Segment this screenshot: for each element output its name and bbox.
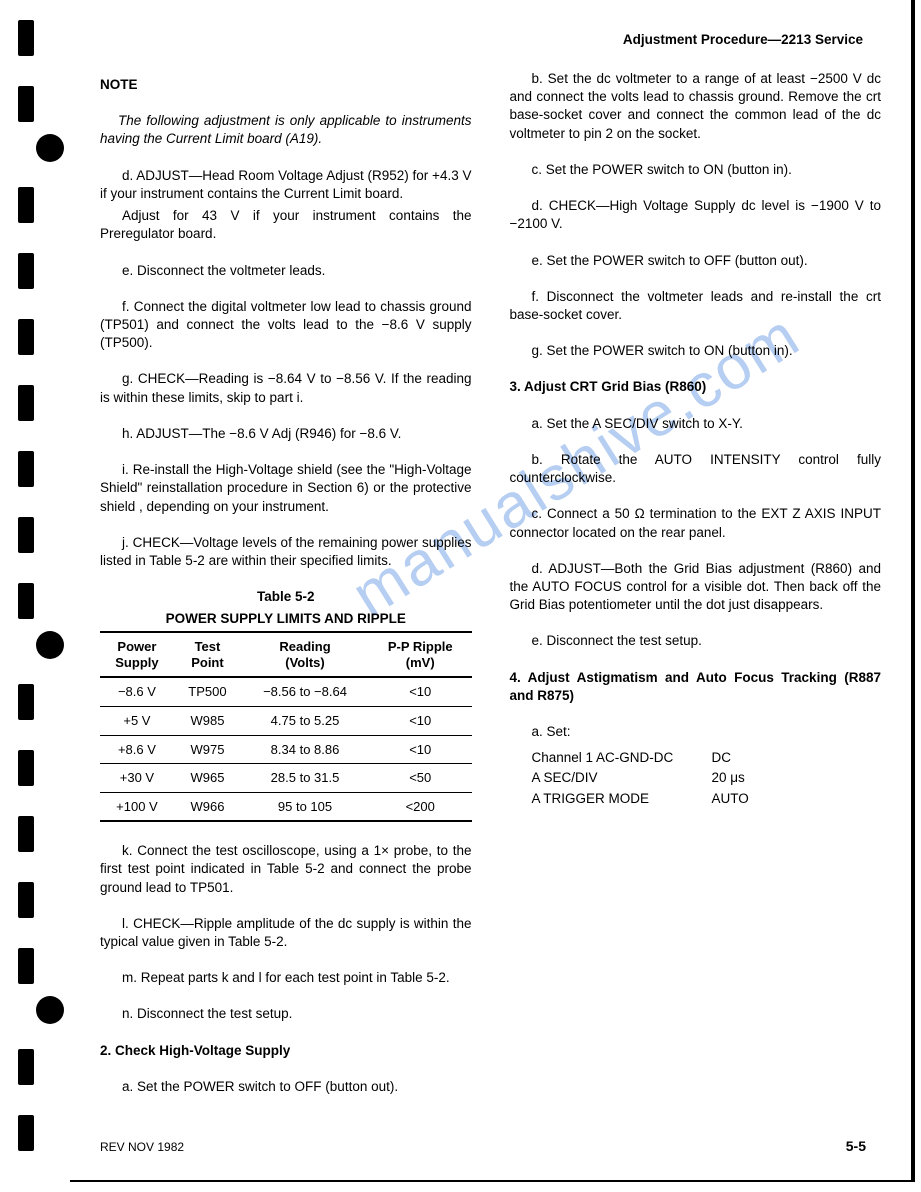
binding-mark — [18, 882, 34, 918]
col-head: P-P Ripple(mV) — [369, 632, 472, 677]
table-row: +8.6 VW9758.34 to 8.86<10 — [100, 735, 472, 764]
binding-mark — [18, 1049, 34, 1085]
right-page-rule — [911, 0, 915, 1180]
section-2-head: 2. Check High-Voltage Supply — [100, 1042, 472, 1060]
binding-dot — [36, 631, 64, 659]
s3-a: a. Set the A SEC/DIV switch to X-Y. — [510, 415, 882, 433]
s2-g: g. Set the POWER switch to ON (button in… — [510, 342, 882, 360]
page-header: Adjustment Procedure—2213 Service — [623, 32, 863, 47]
table-cell: W966 — [174, 792, 241, 821]
table-row: +100 VW96695 to 105<200 — [100, 792, 472, 821]
footer-page-number: 5-5 — [846, 1138, 866, 1154]
table-cell: +30 V — [100, 764, 174, 793]
binding-mark — [18, 20, 34, 56]
table-cell: <10 — [369, 735, 472, 764]
bottom-page-rule — [70, 1180, 915, 1182]
table-cell: <50 — [369, 764, 472, 793]
setting-row: A SEC/DIV20 μs — [532, 769, 882, 787]
binding-marks — [8, 20, 58, 1162]
s3-b: b. Rotate the AUTO INTENSITY control ful… — [510, 451, 882, 487]
page: Adjustment Procedure—2213 Service manual… — [0, 0, 921, 1192]
s2-f: f. Disconnect the voltmeter leads and re… — [510, 288, 882, 324]
binding-mark — [18, 517, 34, 553]
table-cell: −8.56 to −8.64 — [241, 677, 369, 706]
step-d2: Adjust for 43 V if your instrument conta… — [100, 207, 472, 243]
note-body: The following adjustment is only applica… — [100, 112, 472, 148]
binding-mark — [18, 750, 34, 786]
col-head: TestPoint — [174, 632, 241, 677]
binding-dot — [36, 134, 64, 162]
table-cell: <200 — [369, 792, 472, 821]
binding-mark — [18, 451, 34, 487]
s2-a: a. Set the POWER switch to OFF (button o… — [100, 1078, 472, 1096]
settings-list: Channel 1 AC-GND-DCDC A SEC/DIV20 μs A T… — [510, 749, 882, 808]
setting-row: A TRIGGER MODEAUTO — [532, 790, 882, 808]
table-cell: W975 — [174, 735, 241, 764]
binding-mark — [18, 684, 34, 720]
step-d: d. ADJUST—Head Room Voltage Adjust (R952… — [100, 167, 472, 203]
binding-mark — [18, 385, 34, 421]
table-cell: 95 to 105 — [241, 792, 369, 821]
s2-d: d. CHECK—High Voltage Supply dc level is… — [510, 197, 882, 233]
binding-mark — [18, 948, 34, 984]
table-cell: +8.6 V — [100, 735, 174, 764]
step-g: g. CHECK—Reading is −8.64 V to −8.56 V. … — [100, 370, 472, 406]
note-title: NOTE — [100, 76, 472, 94]
table-row: −8.6 VTP500−8.56 to −8.64<10 — [100, 677, 472, 706]
table-cell: +100 V — [100, 792, 174, 821]
s3-d: d. ADJUST—Both the Grid Bias adjustment … — [510, 560, 882, 615]
step-j: j. CHECK—Voltage levels of the remaining… — [100, 534, 472, 570]
table-title-2: POWER SUPPLY LIMITS AND RIPPLE — [100, 610, 472, 628]
table-cell: +5 V — [100, 706, 174, 735]
s3-e: e. Disconnect the test setup. — [510, 632, 882, 650]
table-title-1: Table 5-2 — [100, 588, 472, 606]
step-n: n. Disconnect the test setup. — [100, 1005, 472, 1023]
step-e: e. Disconnect the voltmeter leads. — [100, 262, 472, 280]
table-cell: 4.75 to 5.25 — [241, 706, 369, 735]
binding-mark — [18, 187, 34, 223]
col-head: PowerSupply — [100, 632, 174, 677]
footer-revision: REV NOV 1982 — [100, 1140, 184, 1154]
power-supply-table: PowerSupply TestPoint Reading(Volts) P-P… — [100, 631, 472, 822]
step-i: i. Re-install the High-Voltage shield (s… — [100, 461, 472, 516]
table-cell: TP500 — [174, 677, 241, 706]
s2-c: c. Set the POWER switch to ON (button in… — [510, 161, 882, 179]
table-cell: W965 — [174, 764, 241, 793]
step-f: f. Connect the digital voltmeter low lea… — [100, 298, 472, 353]
table-row: +30 VW96528.5 to 31.5<50 — [100, 764, 472, 793]
body-columns: NOTE The following adjustment is only ap… — [100, 70, 881, 1132]
table-cell: 8.34 to 8.86 — [241, 735, 369, 764]
setting-row: Channel 1 AC-GND-DCDC — [532, 749, 882, 767]
binding-dot — [36, 996, 64, 1024]
binding-mark — [18, 816, 34, 852]
binding-mark — [18, 319, 34, 355]
table-cell: <10 — [369, 706, 472, 735]
s3-c: c. Connect a 50 Ω termination to the EXT… — [510, 505, 882, 541]
section-4-head: 4. Adjust Astigmatism and Auto Focus Tra… — [510, 669, 882, 705]
binding-mark — [18, 1115, 34, 1151]
binding-mark — [18, 583, 34, 619]
binding-mark — [18, 86, 34, 122]
table-cell: W985 — [174, 706, 241, 735]
step-h: h. ADJUST—The −8.6 V Adj (R946) for −8.6… — [100, 425, 472, 443]
table-cell: −8.6 V — [100, 677, 174, 706]
step-m: m. Repeat parts k and l for each test po… — [100, 969, 472, 987]
table-5-2: Table 5-2 POWER SUPPLY LIMITS AND RIPPLE… — [100, 588, 472, 822]
s2-e: e. Set the POWER switch to OFF (button o… — [510, 252, 882, 270]
step-l: l. CHECK—Ripple amplitude of the dc supp… — [100, 915, 472, 951]
col-head: Reading(Volts) — [241, 632, 369, 677]
binding-mark — [18, 253, 34, 289]
section-3-head: 3. Adjust CRT Grid Bias (R860) — [510, 378, 882, 396]
table-row: +5 VW9854.75 to 5.25<10 — [100, 706, 472, 735]
s4-a: a. Set: — [510, 723, 882, 741]
s2-b: b. Set the dc voltmeter to a range of at… — [510, 70, 882, 143]
table-cell: 28.5 to 31.5 — [241, 764, 369, 793]
table-cell: <10 — [369, 677, 472, 706]
step-k: k. Connect the test oscilloscope, using … — [100, 842, 472, 897]
